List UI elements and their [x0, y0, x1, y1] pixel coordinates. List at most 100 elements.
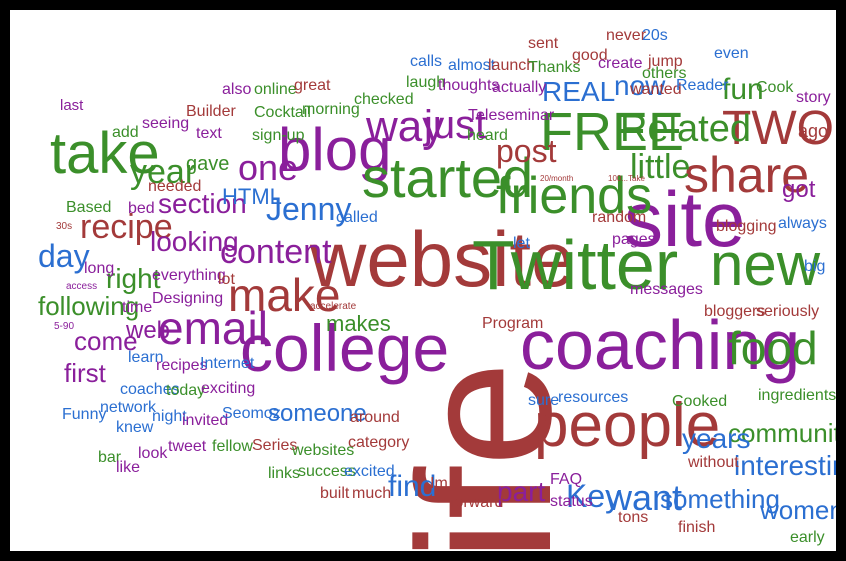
word-following: following	[38, 291, 140, 321]
word-years: years	[682, 423, 751, 454]
word-add: add	[112, 124, 139, 141]
word-30s: 30s	[56, 221, 73, 232]
word-20-month: 20/month	[540, 174, 574, 183]
word-even: even	[714, 45, 749, 62]
word-someone: someone	[268, 400, 367, 427]
word-pages: pages	[612, 231, 656, 248]
word-fellow: fellow	[212, 438, 253, 455]
word-ingredients: ingredients	[758, 387, 836, 404]
word-ago: ago	[798, 121, 829, 141]
word-faq: FAQ	[550, 471, 583, 488]
word-teleseminar: Teleseminar	[468, 107, 555, 124]
word-blogging: blogging	[716, 218, 777, 235]
word-free: FREE	[540, 102, 685, 162]
word-new: new	[710, 231, 821, 298]
word-great: great	[294, 77, 331, 94]
word-today: today	[166, 382, 206, 399]
word-twitter: Twitter	[472, 226, 679, 304]
word-builder: Builder	[186, 103, 236, 120]
word-text: text	[196, 125, 222, 142]
word-part: part	[497, 476, 546, 507]
word-tons: tons	[618, 509, 649, 526]
word-category: category	[348, 434, 410, 451]
word-night: night	[152, 408, 187, 425]
word-also: also	[222, 81, 252, 98]
word-links: links	[268, 465, 301, 482]
word-people: people	[534, 391, 721, 460]
word-share: share	[684, 147, 810, 203]
word-checked: checked	[354, 91, 414, 108]
word-year: year	[130, 153, 197, 191]
word-something: something	[660, 484, 780, 514]
word-cloud: life website coaching Twitter college site peo…	[10, 10, 836, 551]
word-first: first	[64, 358, 106, 388]
word-section: section	[158, 188, 247, 219]
word-actually: actually	[492, 79, 547, 96]
word-success: success	[298, 463, 356, 480]
word-got: got	[782, 176, 816, 203]
word-invited: invited	[182, 412, 229, 429]
word-status: status	[550, 493, 593, 510]
word-funny: Funny	[62, 406, 107, 423]
word-sure: sure	[528, 392, 560, 409]
word-bloggers: bloggers	[704, 303, 766, 320]
word-seeing: seeing	[142, 115, 190, 132]
word-key: Key	[566, 478, 622, 514]
word-messages: messages	[630, 281, 703, 298]
word-sign-up: sign-up	[252, 127, 305, 144]
word-built: built	[320, 485, 350, 502]
word-series: Series	[252, 437, 298, 454]
word-wanted: wanted	[630, 81, 682, 98]
word-called: called	[336, 209, 378, 226]
word-content: content	[220, 233, 332, 271]
word-bar: bar	[98, 449, 122, 466]
word-right: right	[106, 263, 161, 294]
word-jenny: Jenny	[266, 191, 352, 227]
word-cocktail: Cocktail	[254, 104, 311, 121]
word-email: email	[158, 302, 268, 354]
word-cook: Cook	[756, 79, 794, 96]
word-looking: looking	[150, 226, 239, 257]
word-seomoz: Seomoz	[222, 405, 281, 422]
word-calls: calls	[410, 53, 443, 70]
word-let: let	[513, 235, 530, 252]
word-without: without	[688, 454, 739, 471]
word-gave: gave	[186, 153, 230, 175]
word-forward: forward	[450, 494, 504, 511]
word-around: around	[350, 409, 400, 426]
word-food: food	[728, 322, 818, 374]
word-much: much	[352, 485, 392, 502]
word-makes: makes	[326, 311, 391, 336]
word-real: REAL	[542, 76, 616, 107]
word-like: like	[116, 459, 141, 476]
word-morning: morning	[302, 101, 360, 118]
word-fun: fun	[722, 73, 764, 106]
word-program: Program	[482, 315, 544, 332]
word-needed: needed	[148, 178, 202, 195]
word-websites: websites	[292, 442, 355, 459]
word-20s: 20s	[642, 27, 668, 44]
word-find: find	[388, 470, 437, 503]
word-bed: bed	[128, 200, 155, 217]
word-finish: finish	[678, 519, 716, 536]
word-everything: everything	[152, 267, 226, 284]
word-network: network	[100, 399, 157, 416]
word-online: online	[254, 81, 297, 98]
word-just: just	[424, 103, 487, 147]
word-almost: almost	[448, 57, 496, 74]
word-related: Related	[620, 108, 751, 150]
word-good: good	[572, 47, 608, 64]
word-community: community	[728, 418, 836, 448]
word-recipe: recipe	[80, 208, 173, 246]
word-college: college	[240, 311, 450, 385]
word-based: Based	[66, 199, 112, 216]
word-interesting: interesting	[734, 450, 836, 481]
word-thanks: Thanks	[528, 59, 581, 76]
word-access: access	[66, 281, 98, 292]
word-recipes: recipes	[156, 357, 208, 374]
word-knew: knew	[116, 419, 154, 436]
word-html: HTML	[222, 184, 282, 209]
word-make: make	[228, 269, 341, 321]
word-excited: excited	[344, 463, 395, 480]
word-100-take: 100...Take	[608, 174, 645, 183]
